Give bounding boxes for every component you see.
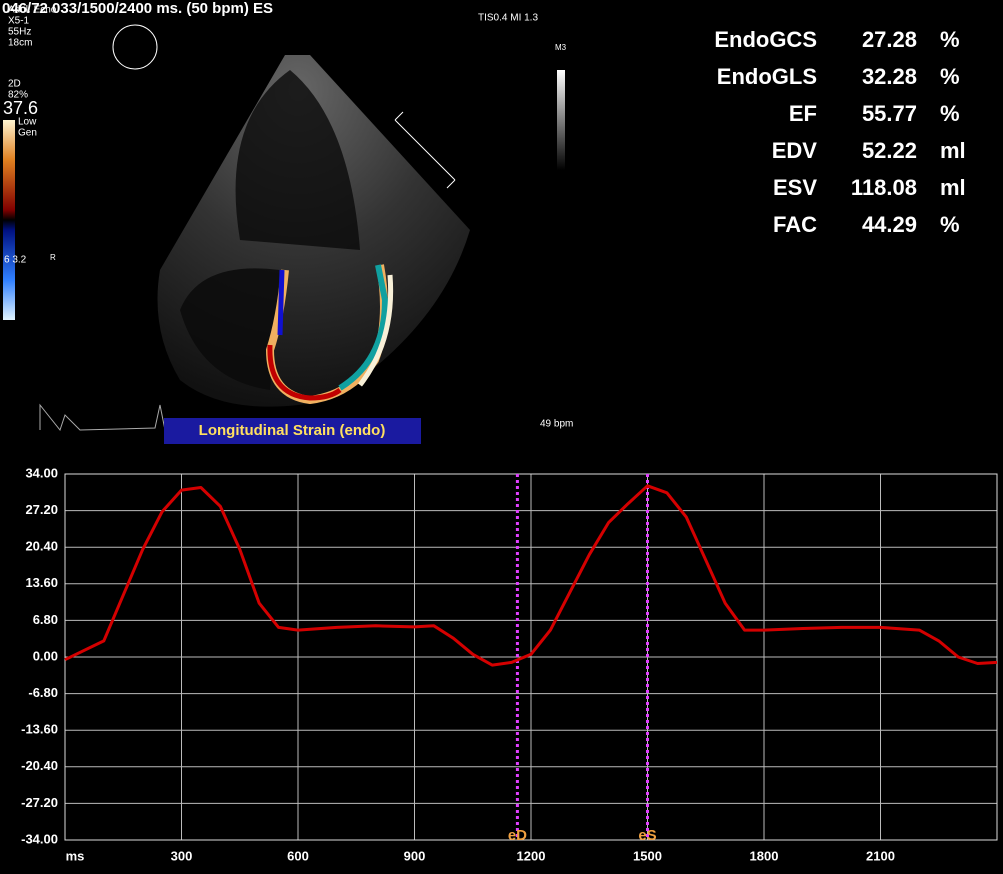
y-tick-label: 6.80: [33, 612, 58, 627]
metric-unit: ml: [940, 175, 966, 200]
marker-label: eS: [638, 827, 656, 844]
depth: 37.6: [3, 98, 38, 118]
marker-label: eD: [508, 827, 527, 844]
metric-unit: %: [940, 101, 960, 126]
probe-info: 55Hz: [8, 27, 31, 38]
plot-frame: [64, 473, 998, 841]
y-tick-label: 20.40: [25, 539, 58, 554]
scale: 6 3.2: [4, 255, 27, 266]
metric-value: 44.29: [862, 212, 917, 237]
y-tick-label: 27.20: [25, 502, 58, 517]
metric-value: 32.28: [862, 64, 917, 89]
heart-rate: 49 bpm: [540, 419, 573, 430]
y-tick-label: -27.20: [21, 795, 58, 810]
y-tick-label: -13.60: [21, 722, 58, 737]
x-tick-label: 1800: [750, 848, 779, 863]
probe-info: X5-1: [8, 16, 30, 27]
probe-info: 18cm: [8, 38, 32, 49]
y-tick-label: 34.00: [25, 465, 58, 480]
metric-label: EndoGCS: [714, 27, 817, 52]
x-tick-label: 900: [404, 848, 426, 863]
x-tick-label: ms: [66, 848, 85, 863]
metric-unit: %: [940, 27, 960, 52]
r-label: R: [50, 253, 56, 262]
y-tick-label: 0.00: [33, 648, 58, 663]
metric-label: EDV: [772, 138, 818, 163]
header: 046/72 033/1500/2400 ms. (50 bpm) ES: [2, 0, 273, 17]
metric-unit: ml: [940, 138, 966, 163]
echo-image: [3, 24, 565, 444]
probe-info: 2D: [8, 79, 21, 90]
metric-label: EF: [789, 101, 817, 126]
y-tick-label: -20.40: [21, 758, 58, 773]
mode-info: Low: [18, 117, 37, 128]
map: M3: [555, 43, 567, 52]
y-tick-label: -6.80: [28, 685, 58, 700]
tis: TIS0.4 MI 1.3: [478, 13, 538, 24]
chart-title: Longitudinal Strain (endo): [199, 422, 386, 439]
y-tick-label: -34.00: [21, 831, 58, 846]
metric-label: FAC: [773, 212, 817, 237]
x-tick-label: 1500: [633, 848, 662, 863]
metric-unit: %: [940, 64, 960, 89]
y-tick-label: 13.60: [25, 575, 58, 590]
probe-info: 82%: [8, 90, 28, 101]
metric-label: EndoGLS: [717, 64, 817, 89]
metric-value: 118.08: [851, 175, 917, 200]
metric-unit: %: [940, 212, 960, 237]
probe-info: Adul. Echo: [8, 5, 57, 16]
strain-curve: [64, 484, 998, 667]
metric-value: 52.22: [862, 138, 917, 163]
metric-value: 55.77: [862, 101, 917, 126]
mode-info: Gen: [18, 128, 37, 139]
x-tick-label: 600: [287, 848, 309, 863]
x-tick-label: 1200: [517, 848, 546, 863]
x-tick-label: 300: [171, 848, 193, 863]
metric-label: ESV: [773, 175, 817, 200]
x-tick-label: 2100: [866, 848, 895, 863]
metric-value: 27.28: [862, 27, 917, 52]
